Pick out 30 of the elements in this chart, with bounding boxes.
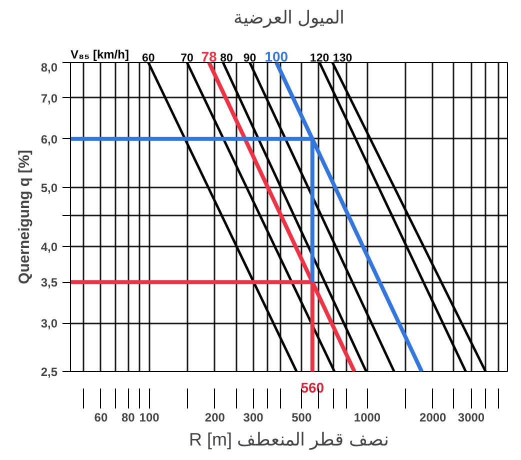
y-axis-title: Querneigung q [%] [16, 150, 33, 284]
y-tick-label: 3,0 [40, 316, 58, 331]
x-axis-title: R [m] نصف قطر المنعطف [189, 430, 390, 450]
x-tick-label: 300 [243, 410, 264, 424]
x-tick-label: 500 [292, 410, 312, 424]
y-tick-label: 3,5 [40, 276, 58, 290]
text: V₈₅ [km/h] [70, 47, 129, 62]
series-label: 90 [243, 52, 256, 64]
y-tick-label: 7,0 [40, 91, 58, 106]
y-tick-label: 5,0 [40, 180, 58, 195]
series-label: 130 [332, 52, 352, 64]
series-label: 70 [180, 52, 194, 64]
series-label: 100 [264, 48, 288, 64]
series-label: 78 [201, 48, 218, 64]
series-label: 80 [220, 52, 233, 64]
series-label: 60 [142, 52, 155, 64]
y-tick-label: 6,0 [40, 132, 58, 146]
y-tick-label: 2,5 [40, 365, 58, 379]
series-label: 120 [310, 52, 330, 64]
x-tick-label: 3000 [458, 410, 485, 424]
x-tick-label: 60 [94, 410, 108, 424]
annotation: 560 [300, 380, 324, 396]
x-tick-label: 100 [139, 410, 160, 424]
x-tick-label: 80 [122, 410, 136, 424]
chart-title: الميول العرضية [234, 8, 345, 28]
x-tick-label: 200 [204, 410, 226, 424]
y-tick-label: 8,0 [40, 60, 58, 74]
x-tick-label: 2000 [420, 410, 447, 424]
y-tick-label: 4,0 [40, 240, 58, 254]
x-tick-label: 1000 [354, 410, 381, 424]
